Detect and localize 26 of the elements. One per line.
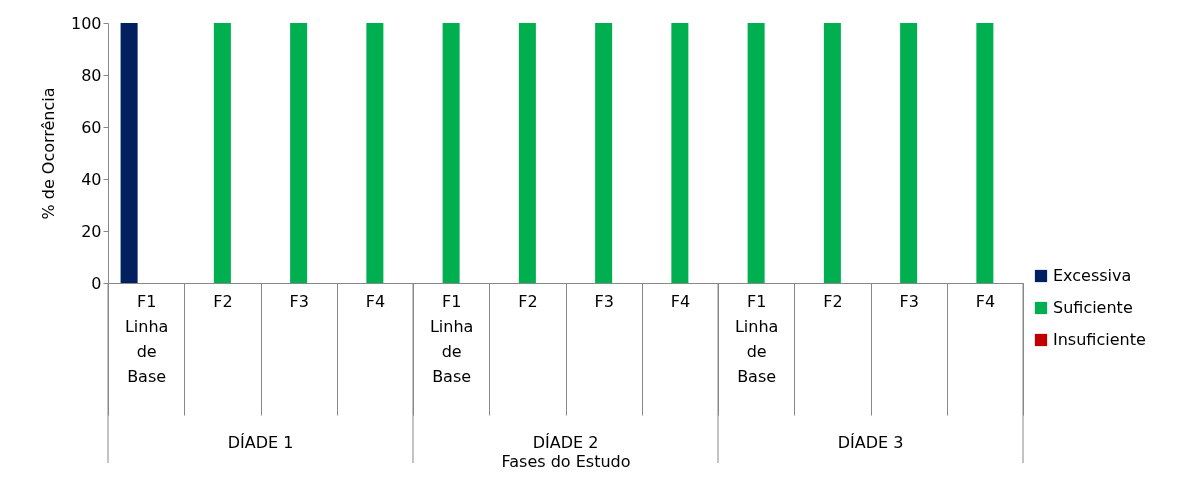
y-tick-label: 0 bbox=[91, 273, 102, 293]
y-axis-title: % de Ocorrência bbox=[38, 87, 58, 220]
text: DÍADE 3 bbox=[837, 433, 904, 452]
legend-label: Insuficiente bbox=[1053, 330, 1146, 349]
y-tick-label: 60 bbox=[81, 117, 102, 137]
y-tick-label: 100 bbox=[70, 13, 102, 33]
y-tick-label: 20 bbox=[81, 221, 102, 241]
x-tick-label: F3 bbox=[594, 291, 614, 311]
x-axis-title: Fases do Estudo bbox=[501, 452, 631, 471]
x-tick-label: F1 Linha de Base bbox=[124, 291, 169, 386]
legend-label: Suficiente bbox=[1053, 298, 1133, 317]
x-tick-label: F1 Linha de Base bbox=[429, 291, 474, 386]
x-tick-label: F3 bbox=[289, 291, 309, 311]
text: DÍADE 1 bbox=[227, 433, 294, 452]
text: DÍADE 2 bbox=[532, 433, 599, 452]
y-tick-label: 80 bbox=[81, 65, 102, 85]
x-tick-label: F2 bbox=[518, 291, 538, 311]
y-tick-label: 40 bbox=[81, 169, 102, 189]
x-tick-label: F2 bbox=[213, 291, 233, 311]
x-tick-label: F4 bbox=[365, 291, 386, 311]
x-tick-label: F2 bbox=[823, 291, 843, 311]
x-tick-label: F1 Linha de Base bbox=[734, 291, 779, 386]
x-tick-label: F3 bbox=[899, 291, 919, 311]
x-tick-label: F4 bbox=[975, 291, 996, 311]
legend-label: Excessiva bbox=[1053, 266, 1132, 285]
x-tick-label: F4 bbox=[670, 291, 691, 311]
